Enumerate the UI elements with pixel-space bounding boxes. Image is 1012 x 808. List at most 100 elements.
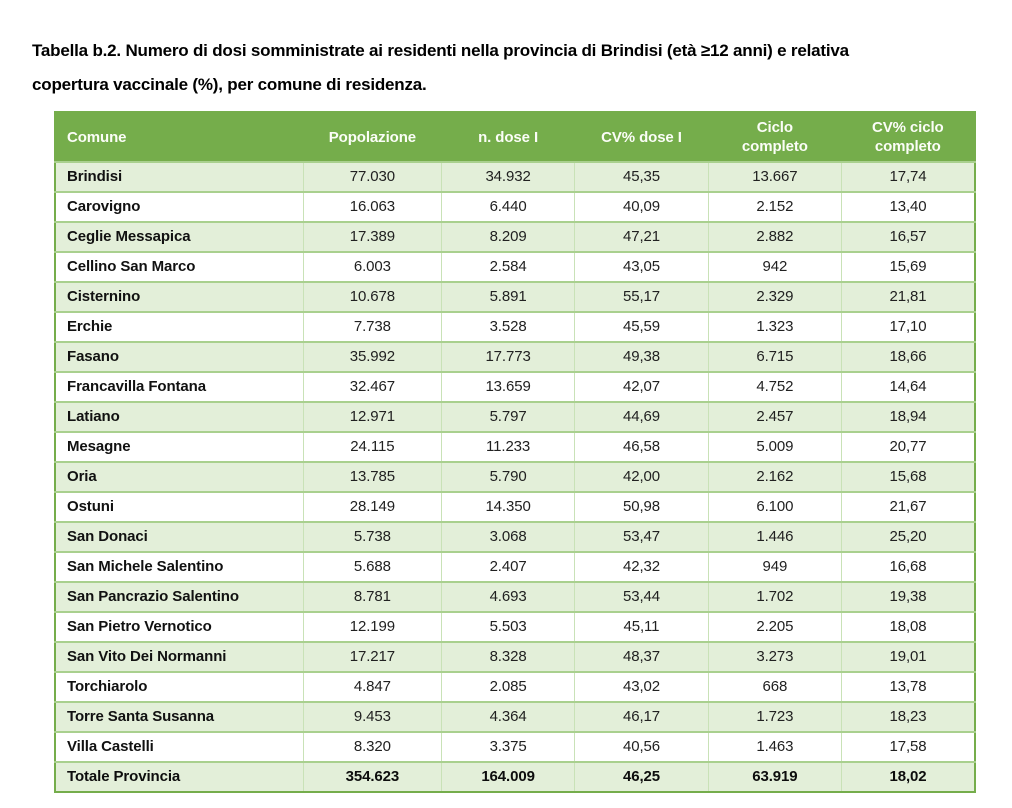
value-cell: 4.752 bbox=[707, 371, 842, 402]
value-cell: 44,69 bbox=[574, 401, 709, 432]
table-row: Oria 13.785 5.790 42,00 2.162 15,68 bbox=[55, 461, 975, 492]
comune-cell: San Pietro Vernotico bbox=[55, 611, 304, 642]
value-cell: 18,66 bbox=[841, 341, 975, 372]
value-cell: 18,08 bbox=[841, 611, 975, 642]
value-cell: 2.407 bbox=[440, 551, 575, 582]
table-row: Villa Castelli 8.320 3.375 40,56 1.463 17,58 bbox=[55, 731, 975, 762]
comune-cell: San Pancrazio Salentino bbox=[55, 581, 304, 612]
total-row: Totale Provincia 354.623 164.009 46,25 63.91… bbox=[55, 761, 975, 792]
value-cell: 45,35 bbox=[574, 161, 709, 192]
value-cell: 11.233 bbox=[440, 431, 575, 462]
value-cell: 42,00 bbox=[574, 461, 709, 492]
value-cell: 8.209 bbox=[440, 221, 575, 252]
table-row: Cisternino 10.678 5.891 55,17 2.329 21,81 bbox=[55, 281, 975, 312]
value-cell: 5.688 bbox=[302, 551, 442, 582]
value-cell: 16.063 bbox=[302, 191, 442, 222]
column-header: CV% ciclo completo bbox=[841, 112, 975, 162]
comune-cell: Mesagne bbox=[55, 431, 304, 462]
value-cell: 5.891 bbox=[440, 281, 575, 312]
value-cell: 40,09 bbox=[574, 191, 709, 222]
value-cell: 53,47 bbox=[574, 521, 709, 552]
value-cell: 354.623 bbox=[302, 761, 442, 792]
comune-cell: Brindisi bbox=[55, 161, 304, 192]
value-cell: 17,10 bbox=[841, 311, 975, 342]
comune-cell: Latiano bbox=[55, 401, 304, 432]
value-cell: 14.350 bbox=[440, 491, 575, 522]
comune-cell: Erchie bbox=[55, 311, 304, 342]
value-cell: 4.847 bbox=[302, 671, 442, 702]
table-row: Torchiarolo 4.847 2.085 43,02 668 13,78 bbox=[55, 671, 975, 702]
value-cell: 13.785 bbox=[302, 461, 442, 492]
value-cell: 1.723 bbox=[707, 701, 842, 732]
value-cell: 5.503 bbox=[440, 611, 575, 642]
value-cell: 48,37 bbox=[574, 641, 709, 672]
column-header: Comune bbox=[55, 112, 304, 162]
comune-cell: Oria bbox=[55, 461, 304, 492]
value-cell: 18,23 bbox=[841, 701, 975, 732]
comune-cell: Villa Castelli bbox=[55, 731, 304, 762]
comune-cell: Cisternino bbox=[55, 281, 304, 312]
value-cell: 164.009 bbox=[440, 761, 575, 792]
value-cell: 20,77 bbox=[841, 431, 975, 462]
value-cell: 42,07 bbox=[574, 371, 709, 402]
value-cell: 2.457 bbox=[707, 401, 842, 432]
comune-cell: Torre Santa Susanna bbox=[55, 701, 304, 732]
comune-cell: Totale Provincia bbox=[55, 761, 304, 792]
value-cell: 2.584 bbox=[440, 251, 575, 282]
value-cell: 17,58 bbox=[841, 731, 975, 762]
value-cell: 1.446 bbox=[707, 521, 842, 552]
value-cell: 50,98 bbox=[574, 491, 709, 522]
table-row: San Donaci 5.738 3.068 53,47 1.446 25,20 bbox=[55, 521, 975, 552]
value-cell: 17.389 bbox=[302, 221, 442, 252]
value-cell: 2.205 bbox=[707, 611, 842, 642]
value-cell: 3.375 bbox=[440, 731, 575, 762]
value-cell: 35.992 bbox=[302, 341, 442, 372]
value-cell: 21,81 bbox=[841, 281, 975, 312]
value-cell: 77.030 bbox=[302, 161, 442, 192]
value-cell: 2.085 bbox=[440, 671, 575, 702]
value-cell: 55,17 bbox=[574, 281, 709, 312]
value-cell: 3.528 bbox=[440, 311, 575, 342]
value-cell: 6.003 bbox=[302, 251, 442, 282]
value-cell: 17.773 bbox=[440, 341, 575, 372]
value-cell: 949 bbox=[707, 551, 842, 582]
value-cell: 46,58 bbox=[574, 431, 709, 462]
value-cell: 4.693 bbox=[440, 581, 575, 612]
value-cell: 5.797 bbox=[440, 401, 575, 432]
value-cell: 1.463 bbox=[707, 731, 842, 762]
value-cell: 17,74 bbox=[841, 161, 975, 192]
table-header-row: Comune Popolazione n. dose I CV% dose I Cicl… bbox=[55, 112, 975, 162]
value-cell: 2.152 bbox=[707, 191, 842, 222]
value-cell: 12.199 bbox=[302, 611, 442, 642]
table-row: Ostuni 28.149 14.350 50,98 6.100 21,67 bbox=[55, 491, 975, 522]
table-row: Ceglie Messapica 17.389 8.209 47,21 2.882 16,… bbox=[55, 221, 975, 252]
value-cell: 43,05 bbox=[574, 251, 709, 282]
value-cell: 8.320 bbox=[302, 731, 442, 762]
value-cell: 942 bbox=[707, 251, 842, 282]
value-cell: 14,64 bbox=[841, 371, 975, 402]
table-row: Brindisi 77.030 34.932 45,35 13.667 17,74 bbox=[55, 161, 975, 192]
comune-cell: Francavilla Fontana bbox=[55, 371, 304, 402]
value-cell: 40,56 bbox=[574, 731, 709, 762]
value-cell: 43,02 bbox=[574, 671, 709, 702]
comune-cell: San Donaci bbox=[55, 521, 304, 552]
value-cell: 6.715 bbox=[707, 341, 842, 372]
value-cell: 13,78 bbox=[841, 671, 975, 702]
table-row: Fasano 35.992 17.773 49,38 6.715 18,66 bbox=[55, 341, 975, 372]
value-cell: 15,69 bbox=[841, 251, 975, 282]
comune-cell: Ostuni bbox=[55, 491, 304, 522]
value-cell: 7.738 bbox=[302, 311, 442, 342]
value-cell: 13.667 bbox=[707, 161, 842, 192]
value-cell: 24.115 bbox=[302, 431, 442, 462]
value-cell: 42,32 bbox=[574, 551, 709, 582]
table-body: Brindisi 77.030 34.932 45,35 13.667 17,74 Caro… bbox=[55, 161, 975, 792]
table-row: Francavilla Fontana 32.467 13.659 42,07 4.75… bbox=[55, 371, 975, 402]
value-cell: 34.932 bbox=[440, 161, 575, 192]
table-row: San Vito Dei Normanni 17.217 8.328 48,37 3.2… bbox=[55, 641, 975, 672]
value-cell: 47,21 bbox=[574, 221, 709, 252]
table-caption: Tabella b.2. Numero di dosi somministrat… bbox=[32, 41, 849, 94]
table-row: Mesagne 24.115 11.233 46,58 5.009 20,77 bbox=[55, 431, 975, 462]
value-cell: 53,44 bbox=[574, 581, 709, 612]
value-cell: 10.678 bbox=[302, 281, 442, 312]
value-cell: 46,17 bbox=[574, 701, 709, 732]
